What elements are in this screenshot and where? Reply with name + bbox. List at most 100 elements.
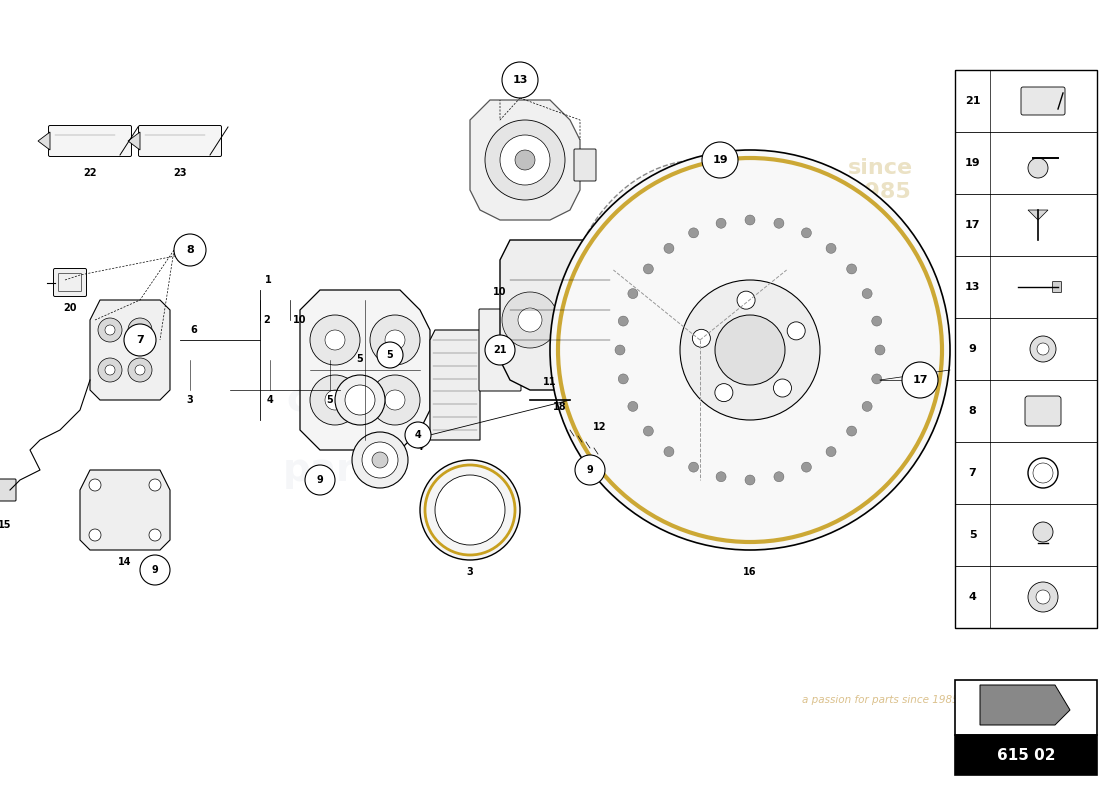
Circle shape: [148, 479, 161, 491]
Circle shape: [485, 335, 515, 365]
Text: 8: 8: [969, 406, 977, 416]
Circle shape: [715, 315, 785, 385]
Circle shape: [902, 362, 938, 398]
Circle shape: [628, 402, 638, 411]
Circle shape: [871, 374, 882, 384]
Text: 16: 16: [744, 567, 757, 577]
Circle shape: [89, 529, 101, 541]
Circle shape: [385, 330, 405, 350]
Text: 4: 4: [417, 442, 424, 452]
Circle shape: [135, 365, 145, 375]
Circle shape: [345, 385, 375, 415]
Circle shape: [420, 460, 520, 560]
Circle shape: [310, 315, 360, 365]
Text: 5: 5: [969, 530, 977, 540]
Text: 5: 5: [386, 350, 394, 360]
Text: 615 02: 615 02: [997, 747, 1055, 762]
Text: 17: 17: [965, 220, 980, 230]
Circle shape: [862, 289, 872, 298]
FancyBboxPatch shape: [955, 70, 1097, 628]
Circle shape: [874, 345, 886, 355]
Text: 7: 7: [969, 468, 977, 478]
FancyBboxPatch shape: [54, 269, 87, 297]
Text: 15: 15: [0, 520, 12, 530]
FancyBboxPatch shape: [955, 680, 1097, 735]
Circle shape: [377, 342, 403, 368]
Circle shape: [518, 308, 542, 332]
Circle shape: [370, 315, 420, 365]
Circle shape: [716, 472, 726, 482]
Circle shape: [680, 280, 820, 420]
Circle shape: [788, 322, 805, 340]
Circle shape: [98, 318, 122, 342]
Circle shape: [702, 142, 738, 178]
Text: 14: 14: [119, 557, 132, 567]
Circle shape: [745, 475, 755, 485]
Circle shape: [644, 264, 653, 274]
Text: 2: 2: [263, 315, 270, 325]
Circle shape: [826, 243, 836, 254]
Text: 9: 9: [317, 475, 323, 485]
Circle shape: [370, 375, 420, 425]
Text: 9: 9: [152, 565, 158, 575]
Circle shape: [689, 228, 698, 238]
Text: 4: 4: [415, 430, 421, 440]
Circle shape: [575, 455, 605, 485]
Circle shape: [774, 472, 784, 482]
Circle shape: [98, 358, 122, 382]
Circle shape: [502, 292, 558, 348]
Text: 20: 20: [64, 303, 77, 313]
Polygon shape: [300, 290, 430, 450]
FancyBboxPatch shape: [139, 126, 221, 157]
Text: 13: 13: [513, 75, 528, 85]
Text: 19: 19: [712, 155, 728, 165]
Circle shape: [618, 374, 628, 384]
Circle shape: [826, 446, 836, 457]
Circle shape: [372, 452, 388, 468]
Circle shape: [362, 442, 398, 478]
Circle shape: [689, 462, 698, 472]
Text: 11: 11: [543, 377, 557, 387]
Text: 9: 9: [969, 344, 977, 354]
Circle shape: [802, 462, 812, 472]
Text: car: car: [286, 381, 354, 419]
Circle shape: [774, 218, 784, 228]
Text: 8: 8: [186, 245, 194, 255]
Circle shape: [664, 243, 674, 254]
Text: euro: euro: [300, 311, 400, 349]
Circle shape: [485, 120, 565, 200]
Circle shape: [324, 330, 345, 350]
Text: 21: 21: [965, 96, 980, 106]
Circle shape: [692, 330, 711, 347]
Circle shape: [128, 358, 152, 382]
Circle shape: [615, 345, 625, 355]
Circle shape: [628, 289, 638, 298]
Circle shape: [174, 234, 206, 266]
Circle shape: [1036, 590, 1050, 604]
Text: 5: 5: [356, 354, 363, 364]
Text: 13: 13: [965, 282, 980, 292]
Circle shape: [500, 135, 550, 185]
Circle shape: [352, 432, 408, 488]
Text: 1: 1: [265, 275, 272, 285]
Circle shape: [847, 264, 857, 274]
Circle shape: [104, 365, 116, 375]
Circle shape: [135, 325, 145, 335]
Circle shape: [305, 465, 336, 495]
Circle shape: [515, 150, 535, 170]
Circle shape: [104, 325, 116, 335]
Text: 18: 18: [553, 402, 566, 412]
Polygon shape: [430, 330, 480, 440]
Circle shape: [644, 426, 653, 436]
Polygon shape: [980, 685, 1070, 725]
FancyBboxPatch shape: [48, 126, 132, 157]
Circle shape: [871, 316, 882, 326]
Circle shape: [502, 62, 538, 98]
Text: parts: parts: [283, 451, 397, 489]
Circle shape: [715, 384, 733, 402]
Text: 23: 23: [174, 168, 187, 178]
Text: 12: 12: [593, 422, 607, 432]
Circle shape: [310, 375, 360, 425]
Text: 17: 17: [912, 375, 927, 385]
Circle shape: [562, 292, 618, 348]
